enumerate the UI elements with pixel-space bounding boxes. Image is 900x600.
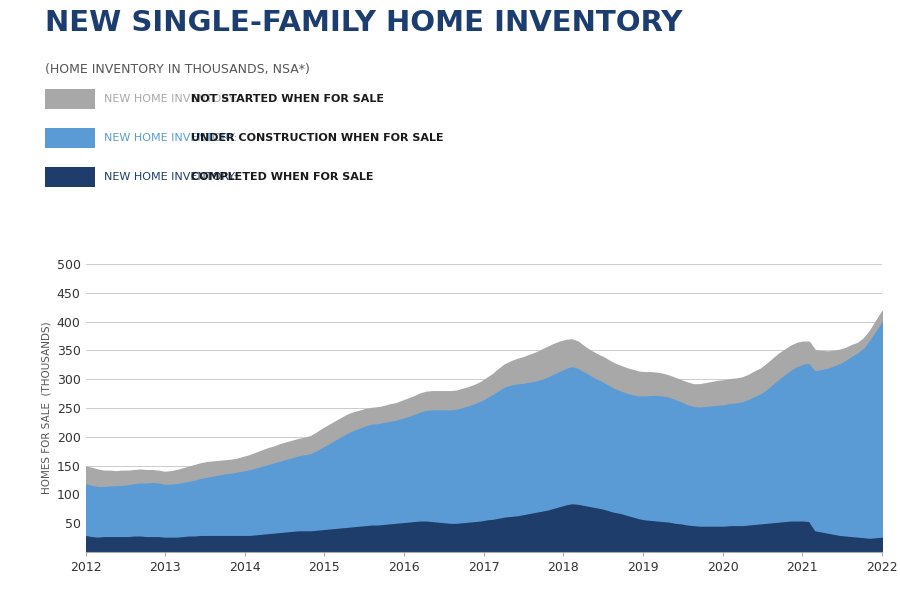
Text: NEW HOME INVENTORY:: NEW HOME INVENTORY:: [104, 94, 240, 104]
Text: UNDER CONSTRUCTION WHEN FOR SALE: UNDER CONSTRUCTION WHEN FOR SALE: [191, 133, 444, 143]
Text: NOT STARTED WHEN FOR SALE: NOT STARTED WHEN FOR SALE: [191, 94, 383, 104]
Text: (HOME INVENTORY IN THOUSANDS, NSA*): (HOME INVENTORY IN THOUSANDS, NSA*): [45, 63, 310, 76]
Text: NEW HOME INVENTORY:: NEW HOME INVENTORY:: [104, 172, 240, 182]
Text: COMPLETED WHEN FOR SALE: COMPLETED WHEN FOR SALE: [191, 172, 374, 182]
Text: NEW SINGLE-FAMILY HOME INVENTORY: NEW SINGLE-FAMILY HOME INVENTORY: [45, 9, 682, 37]
Y-axis label: HOMES FOR SALE  (THOUSANDS): HOMES FOR SALE (THOUSANDS): [41, 322, 51, 494]
Text: NEW HOME INVENTORY:: NEW HOME INVENTORY:: [104, 133, 240, 143]
